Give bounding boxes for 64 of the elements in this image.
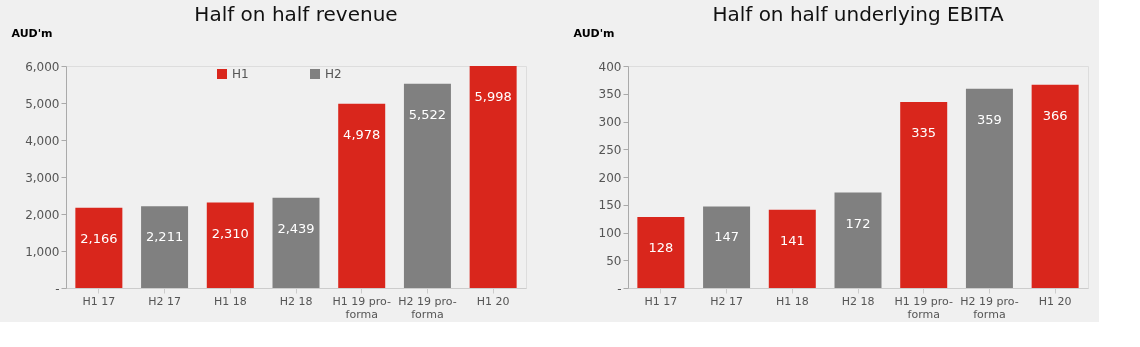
data-label: 366: [1042, 107, 1068, 123]
y-tick-label: 2,000: [25, 207, 60, 222]
data-label: 172: [845, 215, 871, 231]
bar: [141, 206, 189, 288]
y-axis-title: AUD'm: [573, 26, 615, 40]
x-tick-label: H2 19 pro-forma: [960, 294, 1019, 321]
y-tick-label: 400: [598, 59, 622, 74]
x-tick-label: H2 18: [279, 294, 313, 308]
text: 5,522: [408, 106, 447, 122]
y-tick-label: -: [617, 281, 622, 296]
bar: [469, 66, 517, 288]
y-tick-label: 150: [598, 198, 622, 213]
bar: [403, 83, 451, 288]
bar: [834, 192, 882, 288]
chart-title: Half on half underlying EBITA: [712, 2, 1004, 26]
bar: [75, 207, 123, 288]
y-tick-label: 250: [598, 142, 622, 157]
text: 2,310: [211, 225, 249, 241]
x-tick-label: H2 18: [841, 294, 875, 308]
data-label: 141: [779, 232, 805, 248]
x-tick-label: H1 18: [775, 294, 809, 308]
y-tick-label: 4,000: [25, 133, 60, 148]
text: 5,998: [474, 89, 512, 105]
x-tick-label: H1 19 pro-forma: [332, 294, 391, 321]
bar: [338, 103, 386, 288]
bar: [206, 202, 254, 288]
bar: [768, 209, 816, 288]
bar: [965, 88, 1013, 288]
x-tick-label: H1 19 pro-forma: [894, 294, 953, 321]
bar: [1031, 84, 1079, 288]
bar: [637, 216, 685, 288]
y-axis-title: AUD'm: [11, 26, 53, 40]
y-tick-label: 5,000: [25, 96, 60, 111]
bar: [703, 206, 751, 288]
x-tick-label: H1 20: [476, 294, 510, 308]
y-tick-label: 50: [606, 253, 622, 268]
y-tick-label: 200: [598, 170, 622, 185]
text: 4,978: [343, 126, 381, 142]
y-tick-label: 3,000: [25, 170, 60, 185]
legend-label: H2: [325, 67, 342, 81]
x-tick-label: H1 17: [644, 294, 678, 308]
y-tick-label: -: [55, 281, 60, 296]
data-label: 147: [714, 229, 739, 245]
text: 2,211: [145, 229, 184, 245]
text: 2,166: [80, 230, 118, 246]
bar: [900, 102, 948, 288]
data-label: 359: [977, 111, 1002, 127]
x-tick-label: H1 18: [213, 294, 247, 308]
bar: [272, 197, 320, 288]
chart-title: Half on half revenue: [194, 2, 398, 26]
x-tick-label: H2 17: [710, 294, 743, 308]
data-label: 128: [648, 239, 674, 255]
y-tick-label: 1,000: [25, 244, 60, 259]
legend-label: H1: [232, 67, 249, 81]
data-label: 335: [911, 125, 937, 141]
x-tick-label: H2 17: [148, 294, 181, 308]
y-tick-label: 6,000: [25, 59, 60, 74]
y-tick-label: 350: [598, 87, 622, 102]
x-tick-label: H1 20: [1038, 294, 1072, 308]
y-tick-label: 300: [598, 115, 622, 129]
x-tick-label: H1 17: [82, 294, 116, 308]
text: 2,439: [277, 220, 315, 236]
y-tick-label: 100: [598, 226, 622, 240]
x-tick-label: H2 19 pro-forma: [398, 294, 457, 321]
